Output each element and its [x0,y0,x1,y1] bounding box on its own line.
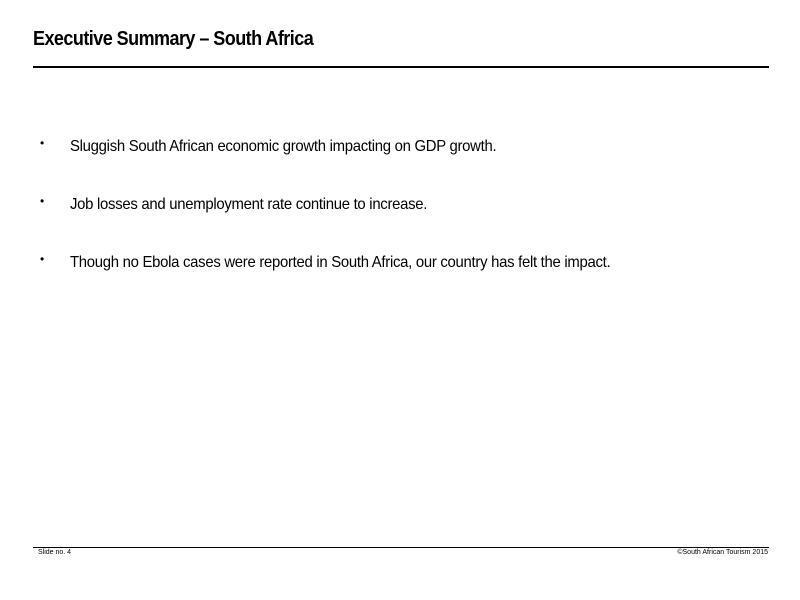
bullet-text: Though no Ebola cases were reported in S… [70,254,611,271]
slide-title: Executive Summary – South Africa [33,28,314,50]
title-divider [33,66,769,68]
slide-number: Slide no. 4 [38,549,72,556]
footer-divider [33,547,769,548]
copyright-notice: ©South African Tourism 2015 [677,549,768,556]
bullet-icon: • [40,136,45,150]
bullet-icon: • [40,252,45,266]
bullet-icon: • [40,194,45,208]
bullet-list: • Sluggish South African economic growth… [40,136,770,310]
bullet-item: • Sluggish South African economic growth… [40,136,770,194]
bullet-text: Job losses and unemployment rate continu… [70,196,428,213]
bullet-item: • Though no Ebola cases were reported in… [40,252,770,310]
bullet-text: Sluggish South African economic growth i… [70,138,497,155]
bullet-item: • Job losses and unemployment rate conti… [40,194,770,252]
